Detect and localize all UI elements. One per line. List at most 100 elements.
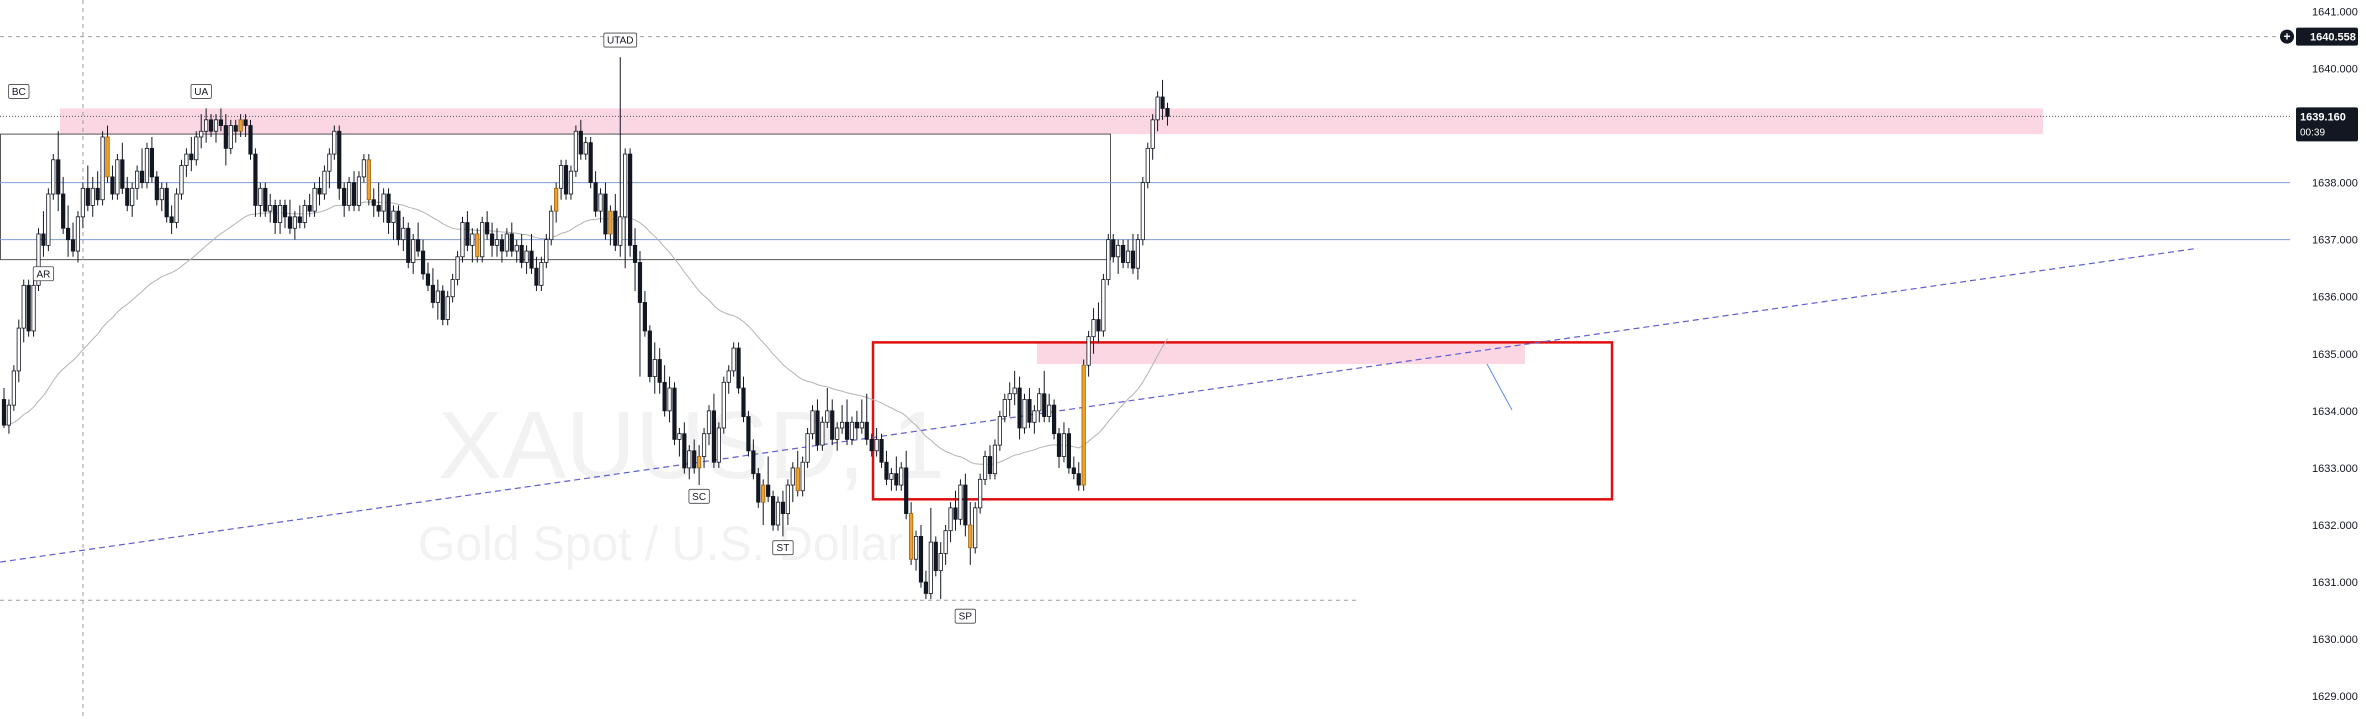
candle-body (938, 553, 943, 572)
candle (573, 125, 578, 177)
candle-body (95, 187, 100, 201)
candle-body (199, 130, 204, 138)
candle-body (874, 438, 879, 452)
candle-body (31, 284, 36, 332)
candle (583, 136, 588, 160)
candle (346, 176, 352, 212)
candle (154, 171, 159, 206)
candle (677, 427, 682, 457)
candle-body (322, 170, 327, 195)
candle (904, 450, 909, 520)
candle (840, 405, 845, 434)
candle (598, 188, 603, 223)
candle-body (1051, 404, 1057, 435)
annotation-box (8, 84, 30, 99)
watermark-symbol: XAUUSD, 1 (438, 392, 945, 499)
candle-body (869, 438, 874, 452)
candle-body (539, 262, 544, 286)
candle (80, 182, 85, 229)
trendline (0, 247, 2199, 563)
candle-body (149, 147, 154, 178)
candle (1091, 308, 1096, 354)
candle (1150, 114, 1155, 160)
candle (174, 188, 179, 229)
candle-body (849, 421, 855, 440)
candle-body (1106, 239, 1111, 281)
candle-body (391, 210, 396, 223)
candle-body (682, 433, 687, 469)
candle-body (524, 250, 529, 263)
candle-body (756, 473, 761, 503)
candle (105, 125, 110, 183)
candle-body (342, 187, 347, 206)
candle (46, 188, 51, 252)
candle-body (435, 290, 440, 303)
candle-body (775, 501, 781, 526)
candle (1056, 427, 1062, 468)
candle-body (859, 421, 864, 429)
annotation-label: AR (36, 269, 50, 280)
annotation-utad: UTAD (603, 32, 638, 48)
candle (672, 382, 677, 446)
candle-body (603, 193, 608, 235)
candle (701, 427, 707, 468)
candle-body (351, 182, 357, 206)
candle (1042, 370, 1047, 423)
candle (248, 119, 253, 160)
candle-body (751, 450, 756, 475)
candle (923, 570, 929, 600)
candle-body (470, 233, 475, 246)
candle (978, 473, 983, 514)
candle-body (913, 535, 919, 560)
candle (524, 245, 529, 274)
candle-body (810, 410, 815, 435)
candle-body (953, 507, 958, 520)
candle-body (554, 187, 559, 212)
candle-body (174, 193, 179, 223)
candle (618, 57, 623, 257)
candle-body (701, 433, 707, 457)
annotation-box (32, 266, 55, 282)
candle (1101, 273, 1106, 337)
price-axis[interactable]: 1629.000 1630.000 1631.000 1632.000 1633.000… (2280, 6, 2358, 703)
candle-body (933, 541, 938, 572)
candle-body (36, 233, 41, 286)
candle (761, 479, 766, 525)
candle-body (632, 244, 638, 263)
candle-body (509, 233, 514, 252)
candle (268, 194, 273, 223)
candle-body (411, 239, 416, 263)
annotation-box (688, 488, 710, 504)
candle-body (144, 147, 150, 184)
candle-body (258, 187, 263, 206)
candle (465, 211, 470, 252)
candle (1002, 393, 1007, 423)
candle-body (480, 222, 485, 258)
candle-body (51, 159, 56, 195)
candle-body (573, 130, 578, 172)
candle-body (346, 182, 352, 206)
candle (1111, 233, 1116, 263)
candle-body (233, 125, 238, 132)
annotation-box (190, 84, 212, 99)
candle-body (593, 182, 598, 212)
candle-body (243, 119, 248, 126)
candle-body (396, 210, 401, 241)
candle (1106, 233, 1111, 286)
y-tick-label: 1637.000 (2312, 235, 2358, 247)
annotation-label: UTAD (607, 36, 633, 47)
candle (973, 502, 978, 554)
candle-body (386, 193, 391, 223)
candle (509, 222, 514, 257)
candle-body (70, 239, 76, 252)
candle (854, 410, 859, 440)
watermark-description: Gold Spot / U.S. Dollar (418, 518, 904, 571)
candle (135, 165, 140, 200)
candle-body (519, 244, 524, 263)
candle-body (716, 427, 721, 463)
candle (623, 148, 628, 269)
candle (396, 205, 401, 246)
candle (263, 182, 268, 217)
candle (297, 205, 302, 229)
